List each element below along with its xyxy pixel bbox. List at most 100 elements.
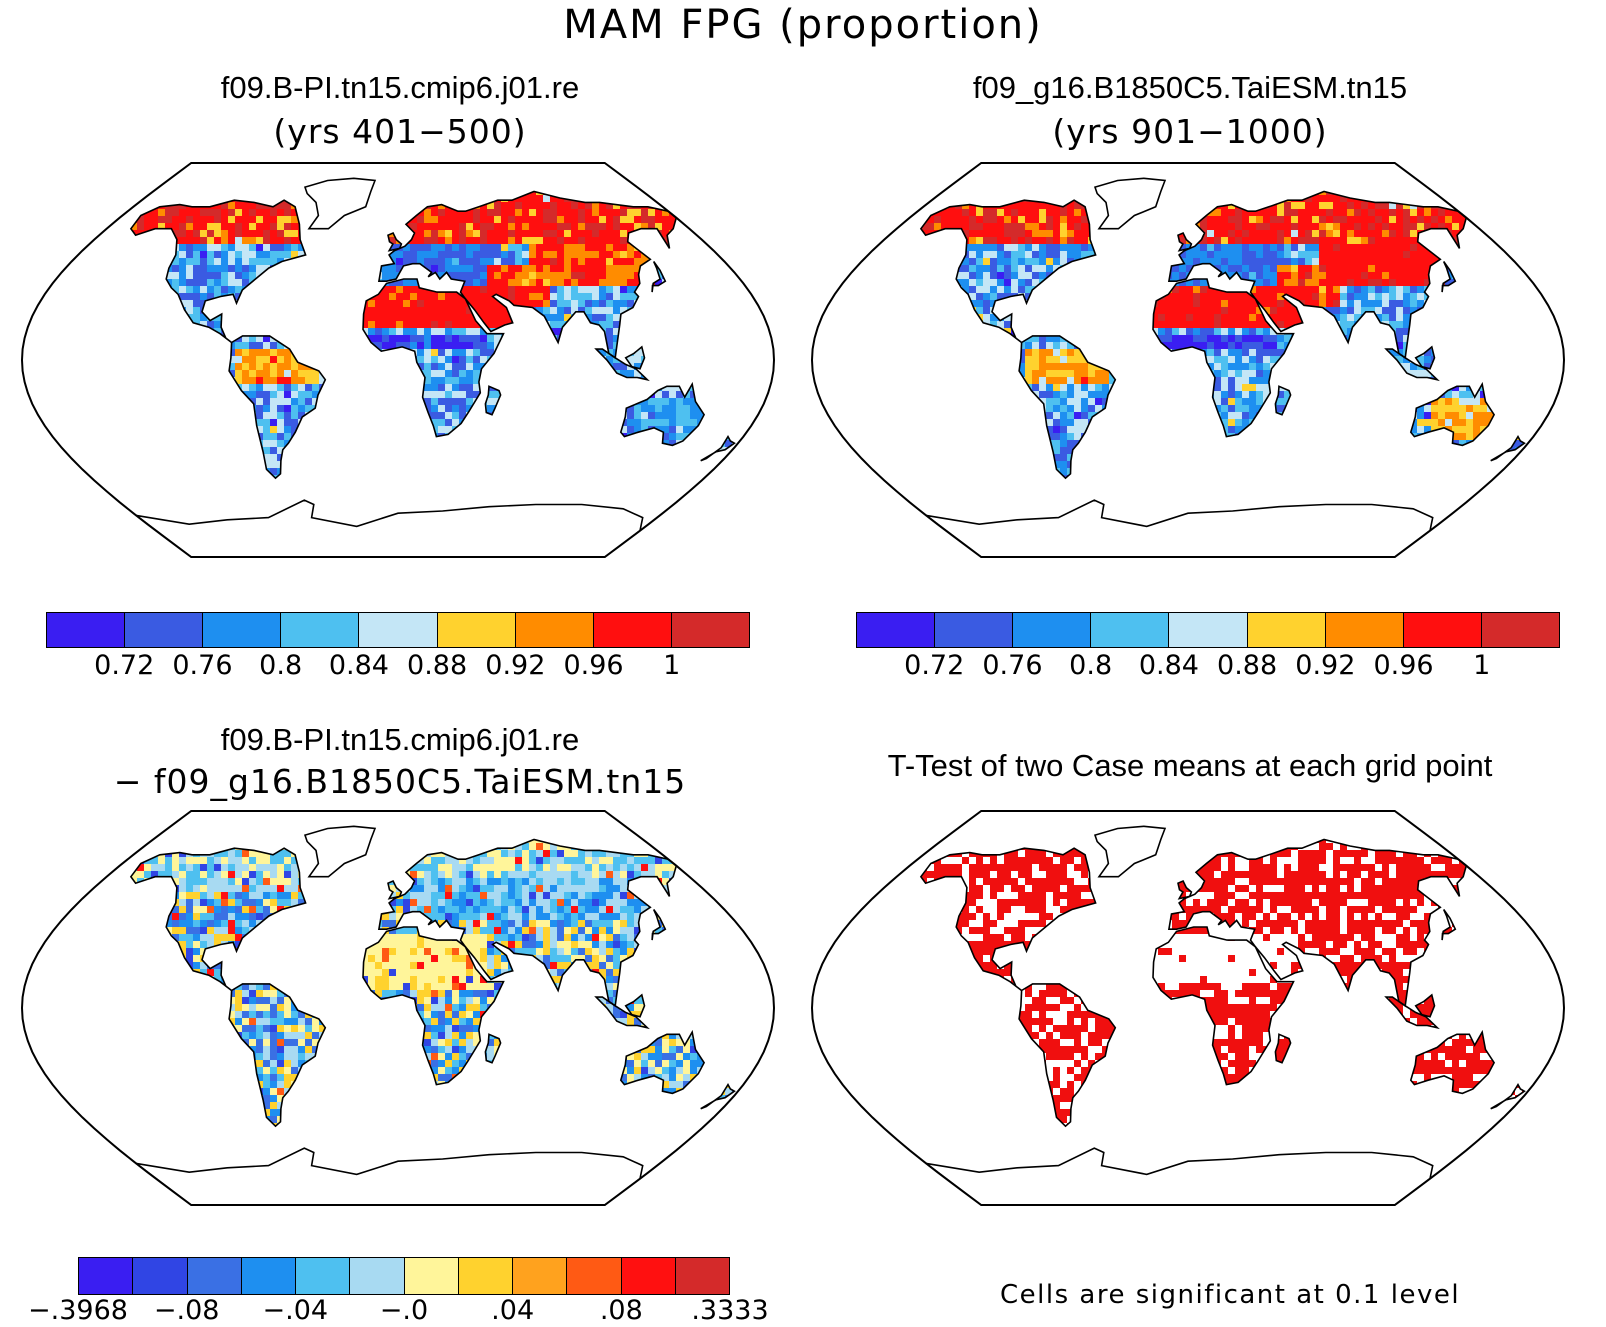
world-map	[20, 810, 776, 1206]
coastline-madagascar	[484, 1033, 502, 1064]
coastline-newzealand	[1490, 434, 1526, 462]
colorbar-tick-label: 1	[1473, 650, 1490, 681]
colorbar-tick-label: 0.76	[172, 650, 232, 681]
coastline-samerica	[228, 335, 327, 480]
coastline-australia	[1409, 381, 1496, 447]
colorbar-segment	[1091, 613, 1170, 647]
colorbar-segment	[671, 613, 749, 647]
colorbar-segment	[675, 1258, 729, 1294]
coastline-uk	[1177, 231, 1193, 252]
colorbar-tick-label: 0.8	[1069, 650, 1112, 681]
coastline-uk	[1177, 879, 1193, 900]
coastline-namerica	[919, 199, 1097, 344]
colorbar-tick-label: 0.84	[329, 650, 389, 681]
colorbar-tick-label: 0.84	[1139, 650, 1199, 681]
colorbar-tick-label: .3333	[691, 1295, 768, 1326]
land-field	[130, 178, 735, 557]
colorbar-tick-label: −.08	[154, 1295, 220, 1326]
coastline-indonesia	[594, 348, 650, 382]
colorbar-segment	[281, 613, 360, 647]
colorbar-segment	[935, 613, 1014, 647]
coastline-samerica	[228, 983, 327, 1128]
coastline-samerica	[1018, 335, 1117, 480]
map-panel-ttest	[808, 808, 1568, 1213]
colorbar-segment	[47, 613, 126, 647]
coastline-eurasia	[1167, 838, 1468, 1008]
coastline-indonesia	[1384, 996, 1440, 1030]
coastline-eurasia	[1167, 190, 1468, 360]
panel-3-subtitle: − f09_g16.B1850C5.TaiESM.tn15	[10, 762, 790, 801]
colorbar-segment	[437, 613, 516, 647]
coastline-madagascar	[1274, 385, 1292, 416]
colorbar-tick-label: 0.88	[407, 650, 467, 681]
colorbar-segment	[133, 1258, 188, 1294]
coastline-japan	[651, 909, 667, 941]
coastline-borneo	[1414, 345, 1436, 370]
coastline-australia	[619, 1029, 706, 1095]
colorbar-difference	[78, 1257, 730, 1295]
figure-title: MAM FPG (proportion)	[0, 2, 1606, 48]
antarctica-landmass	[136, 1148, 643, 1205]
antarctica-landmass	[136, 500, 643, 557]
coastline-indonesia	[594, 996, 650, 1030]
colorbar-segment	[359, 613, 438, 647]
coastline-borneo	[624, 345, 646, 370]
colorbar-segment	[1169, 613, 1248, 647]
colorbar-segment	[1481, 613, 1559, 647]
colorbar-tick-label: 0.72	[904, 650, 964, 681]
colorbar-segment	[567, 1258, 622, 1294]
coastline-australia	[1409, 1029, 1496, 1095]
colorbar-segment	[593, 613, 672, 647]
coastline-namerica	[919, 847, 1097, 992]
colorbar-tick-label: 0.92	[1295, 650, 1355, 681]
colorbar-segment	[404, 1258, 459, 1294]
colorbar-segment	[1013, 613, 1092, 647]
antarctica-landmass	[926, 1148, 1433, 1205]
map-panel-case2	[808, 160, 1568, 565]
panel-2-subtitle: (yrs 901−1000)	[800, 112, 1580, 151]
coastline-africa	[1152, 926, 1295, 1086]
colorbar-segment	[1403, 613, 1482, 647]
coastline-newzealand	[1490, 1082, 1526, 1110]
coastline-japan	[1441, 909, 1457, 941]
world-map	[810, 810, 1566, 1206]
greenland-landmass	[305, 826, 375, 877]
colorbar-tick-label: 0.96	[1373, 650, 1433, 681]
coastline-newzealand	[700, 1082, 736, 1110]
coastline-japan	[651, 261, 667, 293]
colorbar-tick-label: 0.88	[1217, 650, 1277, 681]
greenland-landmass	[1095, 178, 1165, 229]
greenland-landmass	[1095, 826, 1165, 877]
panel-4-title: T-Test of two Case means at each grid po…	[800, 748, 1580, 784]
map-frame	[810, 162, 1566, 558]
colorbar-tick-label: .08	[600, 1295, 643, 1326]
coastline-madagascar	[484, 385, 502, 416]
coastline-namerica	[129, 199, 307, 344]
panel-1-subtitle: (yrs 401−500)	[10, 112, 790, 151]
colorbar-segment	[79, 1258, 134, 1294]
colorbar-tick-label: 0.96	[563, 650, 623, 681]
coastline-madagascar	[1274, 1033, 1292, 1064]
land-field	[920, 178, 1525, 557]
world-map	[20, 162, 776, 558]
coastline-borneo	[624, 993, 646, 1018]
coastline-japan	[1441, 261, 1457, 293]
map-panel-difference	[18, 808, 778, 1213]
coastline-australia	[619, 381, 706, 447]
colorbar-segment	[241, 1258, 296, 1294]
significance-footnote: Cells are significant at 0.1 level	[1000, 1280, 1460, 1310]
coastline-borneo	[1414, 993, 1436, 1018]
colorbar-segment	[1247, 613, 1326, 647]
coastline-africa	[362, 926, 505, 1086]
colorbar-tick-label: −.04	[263, 1295, 329, 1326]
coastline-greenland	[1093, 177, 1167, 230]
coastline-uk	[387, 879, 403, 900]
map-panel-case1	[18, 160, 778, 565]
colorbar-tick-label: 1	[663, 650, 680, 681]
colorbar-segment	[187, 1258, 242, 1294]
map-frame	[20, 162, 776, 558]
land-field	[130, 826, 735, 1205]
colorbar-tick-label: 0.72	[94, 650, 154, 681]
panel-1-title: f09.B-PI.tn15.cmip6.j01.re	[10, 70, 790, 106]
coastline-namerica	[129, 847, 307, 992]
